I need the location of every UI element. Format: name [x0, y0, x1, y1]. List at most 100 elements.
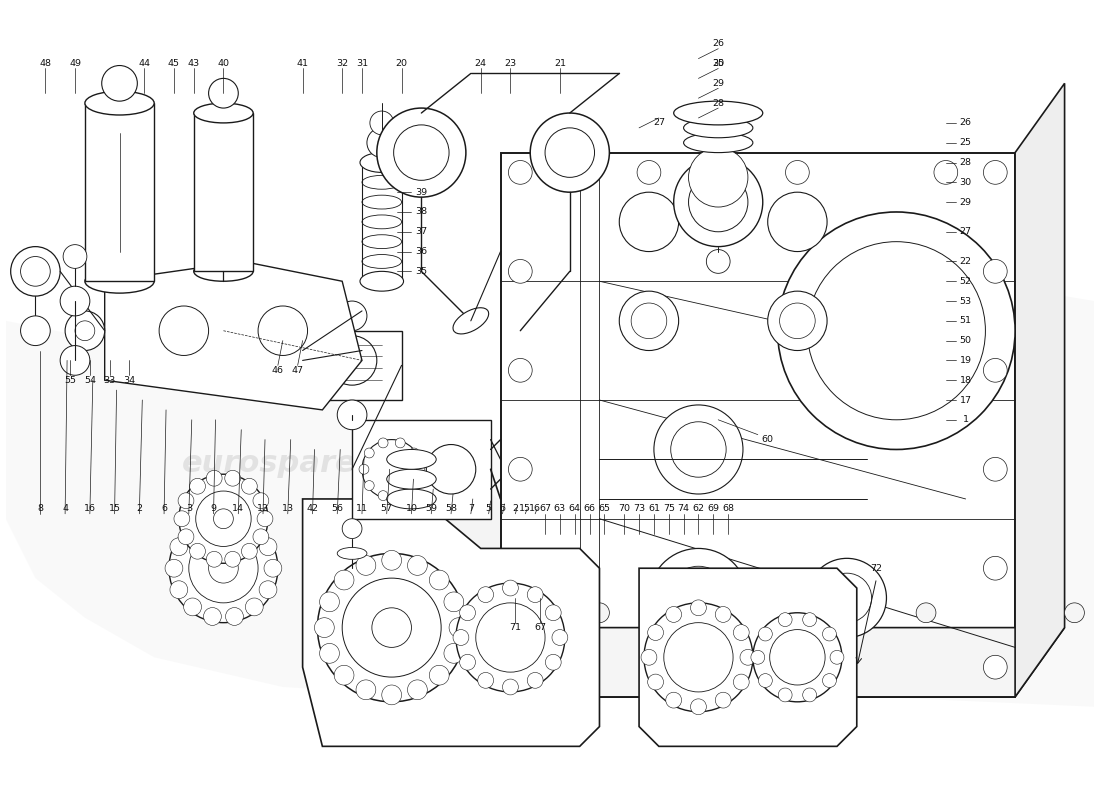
Circle shape [758, 674, 772, 687]
Circle shape [334, 570, 354, 590]
Circle shape [169, 514, 278, 622]
Circle shape [803, 613, 816, 626]
Text: 6: 6 [499, 504, 506, 514]
Text: 40: 40 [218, 59, 230, 68]
Circle shape [460, 605, 475, 621]
Ellipse shape [387, 450, 437, 470]
Polygon shape [441, 282, 1094, 706]
Circle shape [552, 630, 568, 646]
Bar [85, 103, 154, 282]
Ellipse shape [453, 308, 488, 334]
Circle shape [429, 570, 449, 590]
Text: 71: 71 [509, 623, 521, 632]
Text: 2: 2 [136, 504, 142, 514]
Circle shape [663, 622, 733, 692]
Circle shape [508, 358, 532, 382]
Circle shape [691, 699, 706, 714]
Circle shape [372, 608, 411, 647]
Circle shape [189, 534, 258, 603]
Circle shape [334, 666, 354, 685]
Circle shape [807, 558, 887, 638]
Text: 29: 29 [712, 79, 724, 88]
Circle shape [453, 630, 469, 646]
Circle shape [367, 128, 397, 158]
Text: 23: 23 [505, 59, 517, 68]
Circle shape [619, 291, 679, 350]
Circle shape [508, 161, 532, 184]
Text: 63: 63 [553, 504, 566, 514]
Circle shape [395, 438, 405, 448]
Text: 19: 19 [959, 356, 971, 365]
Circle shape [778, 613, 792, 626]
Text: 55: 55 [64, 376, 76, 385]
Circle shape [803, 688, 816, 702]
Circle shape [637, 161, 661, 184]
Circle shape [785, 161, 810, 184]
Ellipse shape [338, 547, 367, 559]
Circle shape [508, 655, 532, 679]
Circle shape [170, 581, 188, 598]
Polygon shape [104, 262, 362, 410]
Circle shape [356, 555, 376, 575]
Circle shape [590, 603, 609, 622]
Text: 16: 16 [84, 504, 96, 514]
Ellipse shape [683, 133, 752, 153]
Text: 28: 28 [959, 158, 971, 167]
Ellipse shape [360, 271, 404, 291]
Text: 62: 62 [692, 504, 704, 514]
Circle shape [342, 518, 362, 538]
Circle shape [1065, 603, 1085, 622]
Ellipse shape [360, 153, 404, 172]
Text: 42: 42 [307, 504, 319, 514]
Circle shape [394, 125, 449, 180]
Text: 54: 54 [84, 376, 96, 385]
Circle shape [196, 491, 251, 546]
Circle shape [209, 78, 239, 108]
Circle shape [546, 128, 594, 178]
Circle shape [983, 161, 1008, 184]
Circle shape [101, 66, 138, 101]
Circle shape [370, 111, 394, 134]
Circle shape [260, 581, 277, 598]
Text: 15: 15 [109, 504, 121, 514]
Circle shape [245, 521, 263, 538]
Text: 8: 8 [37, 504, 43, 514]
Circle shape [983, 259, 1008, 283]
Polygon shape [500, 628, 1065, 697]
Circle shape [667, 566, 730, 630]
Circle shape [184, 521, 201, 538]
Text: 43: 43 [188, 59, 200, 68]
Circle shape [11, 246, 60, 296]
Circle shape [184, 598, 201, 616]
Circle shape [671, 422, 726, 477]
Circle shape [631, 303, 667, 338]
Circle shape [179, 474, 268, 563]
Circle shape [666, 606, 682, 622]
Text: 32: 32 [337, 59, 349, 68]
Circle shape [409, 481, 419, 490]
Circle shape [382, 550, 402, 570]
Ellipse shape [387, 470, 437, 489]
Circle shape [165, 559, 183, 577]
Text: 1: 1 [962, 415, 969, 424]
Circle shape [503, 580, 518, 596]
Circle shape [241, 543, 257, 559]
Circle shape [160, 306, 209, 355]
Ellipse shape [85, 91, 154, 115]
Circle shape [65, 311, 104, 350]
Text: 44: 44 [139, 59, 151, 68]
Text: 46: 46 [272, 366, 284, 375]
Circle shape [328, 336, 377, 385]
Circle shape [378, 438, 388, 448]
Text: 10: 10 [406, 504, 418, 514]
Text: 22: 22 [959, 257, 971, 266]
Circle shape [527, 586, 543, 602]
Circle shape [204, 607, 221, 626]
Circle shape [320, 643, 340, 663]
Text: 73: 73 [632, 504, 645, 514]
Ellipse shape [194, 262, 253, 282]
Text: 52: 52 [959, 277, 971, 286]
Circle shape [715, 606, 732, 622]
Circle shape [364, 448, 374, 458]
Circle shape [619, 192, 679, 251]
